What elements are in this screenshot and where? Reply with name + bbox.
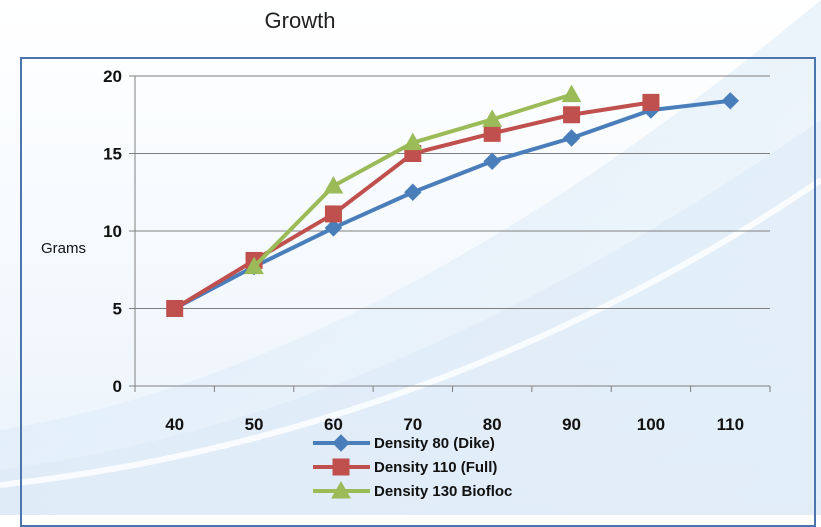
data-point-s3-x50 [244, 256, 264, 275]
series-line-3 [252, 92, 573, 269]
y-tick-label-15: 15 [103, 145, 122, 164]
x-tick-label-50: 50 [245, 415, 264, 434]
legend-marker-2 [332, 458, 350, 476]
x-tick-label-100: 100 [637, 415, 665, 434]
data-point-s3-x60 [323, 176, 344, 194]
legend-marker-1 [332, 434, 350, 452]
legend-label-1: Density 80 (Dike) [374, 435, 495, 452]
data-point-s2-x90 [563, 106, 581, 124]
legend-label-2: Density 110 (Full) [374, 459, 497, 476]
data-point-s2-x40 [166, 300, 184, 317]
data-point-s1-x110 [721, 92, 740, 110]
legend-label-3: Density 130 Biofloc [374, 483, 512, 500]
data-point-s3-x70 [402, 132, 423, 151]
y-axis-label: Grams [41, 240, 86, 257]
x-tick-label-70: 70 [403, 415, 422, 434]
data-point-s3-x90 [561, 84, 582, 103]
series-line-1 [173, 98, 731, 311]
legend-marker-3 [331, 480, 351, 499]
data-point-s1-x80 [483, 152, 501, 170]
data-point-s1-x60 [324, 219, 343, 237]
data-point-s2-x100 [642, 93, 660, 111]
data-point-s3-x80 [482, 109, 503, 127]
data-point-s1-x90 [562, 129, 581, 147]
y-tick-label-20: 20 [103, 67, 122, 86]
x-tick-label-40: 40 [165, 415, 184, 434]
line-chart: 0 5 10 15 20 40 50 60 70 80 90 100 110 Density 80 (D… [103, 67, 771, 500]
x-tick-label-60: 60 [324, 415, 343, 434]
x-tick-label-80: 80 [483, 415, 502, 434]
data-point-s1-x70 [404, 183, 422, 201]
data-point-s2-x80 [483, 124, 501, 142]
x-tick-label-90: 90 [562, 415, 581, 434]
x-tick-label-110: 110 [717, 415, 744, 434]
y-tick-label-5: 5 [113, 300, 122, 319]
chart-title: Growth [264, 8, 336, 33]
data-point-s2-x60 [324, 205, 342, 223]
y-tick-label-10: 10 [103, 222, 122, 241]
y-tick-label-0: 0 [113, 377, 122, 396]
